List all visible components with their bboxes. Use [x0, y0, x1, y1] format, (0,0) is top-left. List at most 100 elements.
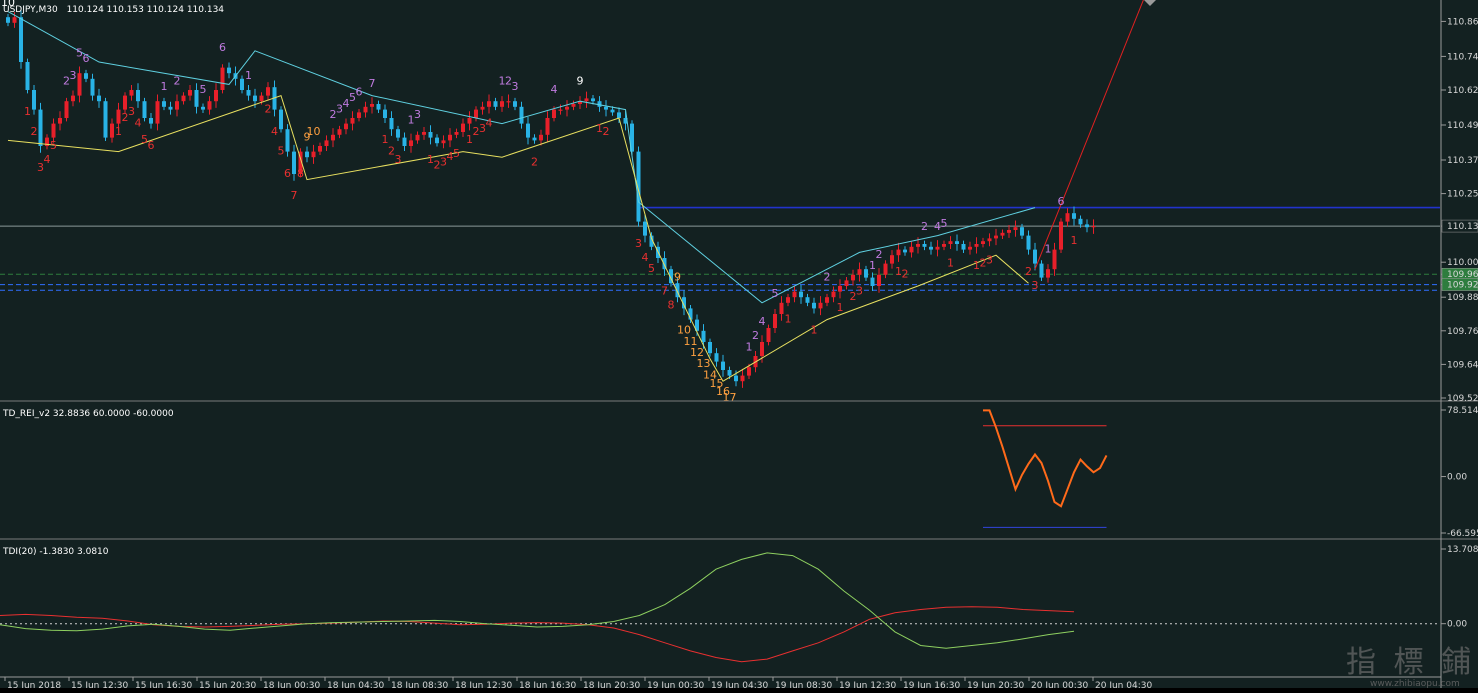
- candle: [610, 106, 615, 116]
- td-count-label: 1: [811, 324, 818, 337]
- tdi-tick-label: 0.00: [1447, 620, 1467, 630]
- td-count-label: 12: [690, 346, 704, 359]
- candle: [838, 279, 842, 299]
- candle: [389, 111, 394, 136]
- candle: [825, 293, 829, 307]
- candle: [376, 100, 381, 113]
- td-count-label: 4: [343, 97, 350, 110]
- candle: [435, 134, 439, 147]
- candle: [311, 144, 316, 164]
- td-count-label: 5: [648, 262, 655, 275]
- td-count-label: 4: [135, 116, 142, 129]
- rei-panel: TD_REI_v2 32.8836 60.0000 -60.0000: [2, 409, 1108, 528]
- candle: [935, 240, 940, 257]
- candle: [71, 90, 75, 107]
- candle: [493, 97, 498, 111]
- shift-marker-icon[interactable]: [1144, 0, 1156, 6]
- candle: [669, 265, 673, 287]
- td-count-label: 1: [382, 133, 389, 146]
- candle: [981, 237, 985, 248]
- td-count-label: 2: [824, 270, 831, 283]
- td-count-label: 1: [973, 259, 980, 272]
- candle: [812, 297, 816, 314]
- symbol-label: USDJPY,M30 110.124 110.153 110.124 110.1…: [3, 5, 224, 15]
- td-count-label: 3: [414, 108, 421, 121]
- time-tick-label: 19 Jun 04:30: [711, 681, 768, 688]
- td-count-label: 2: [902, 268, 909, 281]
- time-tick-label: 19 Jun 12:30: [839, 681, 896, 688]
- candle: [688, 305, 693, 323]
- time-tick-label: 15 Jun 12:30: [71, 681, 128, 688]
- watermark-url: www.zhibiaopu.com: [1370, 679, 1460, 688]
- td-count-label: 4: [271, 125, 278, 138]
- candle: [116, 102, 121, 131]
- td-count-label: 4: [642, 251, 649, 264]
- candle: [649, 232, 654, 251]
- candle: [357, 109, 361, 122]
- time-tick-label: 15 Jun 20:30: [199, 681, 256, 688]
- candle: [766, 324, 771, 346]
- td-count-label: 4: [759, 315, 766, 328]
- price-axis[interactable]: 110.865 110.740 110.620 110.495 110.370 110.2…: [1440, 0, 1478, 688]
- candle: [292, 144, 296, 181]
- candle: [1085, 219, 1089, 233]
- time-axis[interactable]: 15 Jun 2018 15 Jun 12:30 15 Jun 16:30 15 Ju…: [0, 676, 1441, 691]
- td-count-label: 14: [703, 368, 717, 381]
- td-count-label: 8: [668, 298, 675, 311]
- candle: [331, 128, 335, 148]
- price-tick-label: 110.865: [1447, 17, 1478, 27]
- candle: [383, 104, 387, 124]
- td-count-label: 3: [512, 80, 519, 93]
- zigzag-support-line: [7, 94, 1029, 382]
- candle: [844, 277, 849, 290]
- rei-title: TD_REI_v2 32.8836 60.0000 -60.0000: [2, 409, 174, 419]
- price-tick-label: 109.962: [1447, 270, 1478, 280]
- candle: [779, 296, 784, 321]
- td-count-label: 2: [473, 125, 480, 138]
- candle: [350, 111, 355, 131]
- candle: [45, 134, 49, 150]
- candle: [974, 237, 979, 254]
- candle: [396, 125, 400, 141]
- candle: [1078, 215, 1083, 228]
- candle: [864, 265, 868, 281]
- candle: [474, 106, 478, 122]
- candle: [240, 75, 244, 94]
- candle: [318, 142, 322, 155]
- td-count-label: 5: [278, 144, 285, 157]
- td-count-label: 13: [697, 357, 711, 370]
- tdi-tick-label: 13.7083: [1447, 545, 1478, 555]
- price-tick-label: 110.250: [1447, 190, 1478, 200]
- price-tick-label: 109.640: [1447, 360, 1478, 370]
- candle: [402, 132, 407, 152]
- candle: [25, 58, 30, 94]
- tdi-green-line: [0, 552, 1075, 649]
- candle: [168, 101, 173, 115]
- td-count-label: 5: [76, 46, 83, 59]
- candle: [155, 94, 160, 131]
- td-count-label: 6: [83, 52, 90, 65]
- time-tick-label: 18 Jun 00:30: [263, 681, 320, 688]
- td-count-label: 4: [44, 153, 51, 166]
- td-count-label: 1: [161, 80, 168, 93]
- time-tick-label: 20 Jun 04:30: [1095, 681, 1152, 688]
- candle: [890, 250, 894, 269]
- candle: [149, 112, 153, 129]
- td-count-label: 2: [1025, 265, 1032, 278]
- time-tick-label: 18 Jun 20:30: [583, 681, 640, 688]
- time-tick-label: 19 Jun 00:30: [647, 681, 704, 688]
- candle: [6, 13, 10, 27]
- candle: [708, 338, 712, 357]
- td-count-label: 2: [921, 220, 928, 233]
- zigzag-lines: [7, 0, 1144, 382]
- candle: [266, 82, 270, 101]
- candle: [181, 92, 186, 105]
- td-count-label: 3: [856, 284, 863, 297]
- candle: [714, 348, 719, 367]
- candle: [142, 97, 147, 122]
- td-count-label: 6: [1058, 195, 1065, 208]
- td-count-label: 1: [947, 256, 954, 269]
